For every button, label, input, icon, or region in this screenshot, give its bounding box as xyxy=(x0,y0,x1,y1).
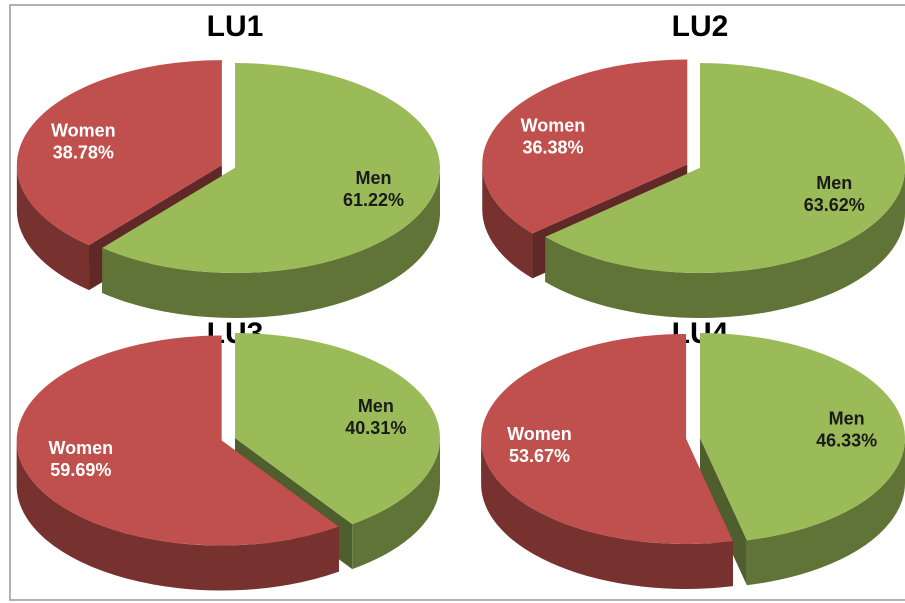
pie-slice xyxy=(482,59,688,234)
slice-side xyxy=(482,164,533,279)
slice-category: Women xyxy=(48,438,113,458)
slice-category: Women xyxy=(507,424,572,444)
slice-category: Women xyxy=(521,115,586,135)
pie-tops xyxy=(481,333,905,544)
pie-slice xyxy=(700,333,905,541)
slice-side xyxy=(481,438,733,589)
slice-value-label: 36.38% xyxy=(522,137,583,157)
slice-value-label: 40.31% xyxy=(345,418,406,438)
slice-face xyxy=(700,438,747,586)
slice-side xyxy=(352,438,441,570)
pie-slice xyxy=(16,60,222,246)
slice-category: Men xyxy=(356,168,392,188)
slice-value-label: 63.62% xyxy=(804,195,865,215)
slice-category: Men xyxy=(358,396,394,416)
pie-tops xyxy=(16,60,440,274)
slice-category: Women xyxy=(51,120,116,140)
slice-category: Men xyxy=(816,173,852,193)
chart-title: LU1 xyxy=(207,10,264,43)
slice-side xyxy=(545,168,905,319)
pie-tops xyxy=(16,333,440,546)
slice-value-label: 53.67% xyxy=(509,446,570,466)
slice-side xyxy=(102,168,440,318)
slice-side xyxy=(16,165,90,291)
slice-category: Men xyxy=(829,408,865,428)
pie-tops xyxy=(482,59,905,273)
pie-slice xyxy=(102,63,440,274)
pie-walls xyxy=(482,164,905,319)
pie-slice xyxy=(481,333,733,544)
pie-walls xyxy=(16,438,441,591)
slice-side xyxy=(16,440,339,591)
slice-value-label: 46.33% xyxy=(816,430,877,450)
pie-slice xyxy=(16,335,339,546)
pie-walls xyxy=(481,438,905,589)
slice-side xyxy=(746,438,905,586)
chart-title: LU2 xyxy=(672,10,729,43)
slice-value-label: 61.22% xyxy=(343,190,404,210)
pie-walls xyxy=(16,165,440,318)
slice-value-label: 59.69% xyxy=(50,460,111,480)
pie-slice xyxy=(545,63,905,273)
slice-value-label: 38.78% xyxy=(53,142,114,162)
pie-slice xyxy=(235,333,440,525)
